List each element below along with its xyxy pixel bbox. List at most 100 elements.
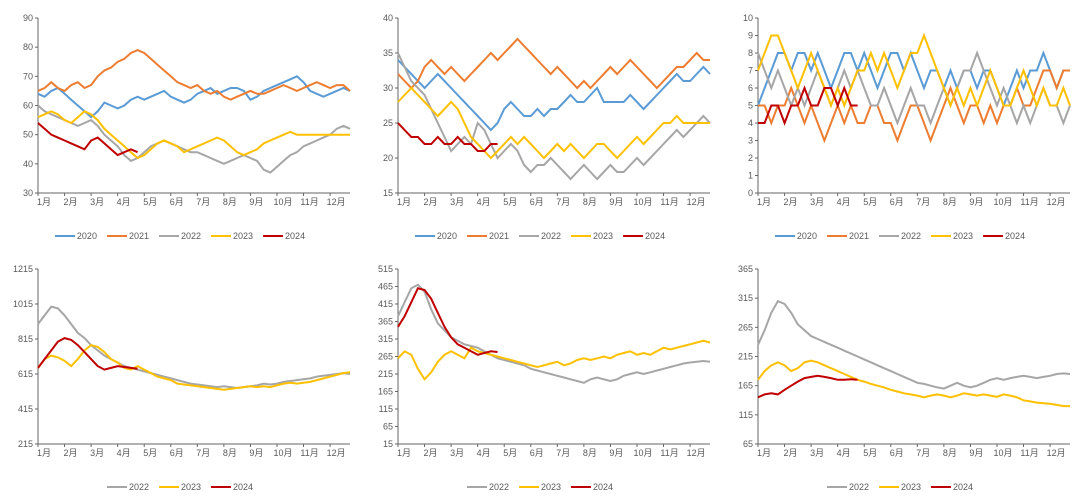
svg-text:30: 30 bbox=[383, 83, 393, 93]
svg-text:7月: 7月 bbox=[916, 197, 930, 207]
svg-text:12月: 12月 bbox=[687, 448, 706, 458]
legend-label: 2021 bbox=[849, 231, 869, 241]
legend-swatch bbox=[571, 486, 591, 488]
legend-item-2024: 2024 bbox=[571, 482, 613, 492]
legend-item-2023: 2023 bbox=[931, 231, 973, 241]
panel-4: 15651151652152653153654154655151月2月3月4月5… bbox=[362, 253, 718, 500]
svg-text:8: 8 bbox=[748, 48, 753, 58]
svg-text:6月: 6月 bbox=[530, 448, 544, 458]
legend-swatch bbox=[571, 235, 591, 237]
svg-text:40: 40 bbox=[383, 13, 393, 23]
svg-text:4: 4 bbox=[748, 118, 753, 128]
svg-text:8月: 8月 bbox=[583, 448, 597, 458]
svg-text:10月: 10月 bbox=[273, 197, 292, 207]
svg-text:3月: 3月 bbox=[810, 448, 824, 458]
svg-text:7月: 7月 bbox=[556, 197, 570, 207]
svg-text:4月: 4月 bbox=[837, 197, 851, 207]
legend-item-2023: 2023 bbox=[571, 231, 613, 241]
svg-text:11月: 11月 bbox=[300, 197, 318, 207]
legend-swatch bbox=[107, 235, 127, 237]
svg-text:5: 5 bbox=[748, 101, 753, 111]
legend-label: 2022 bbox=[901, 231, 921, 241]
svg-text:365: 365 bbox=[738, 264, 753, 274]
legend-label: 2023 bbox=[593, 231, 613, 241]
svg-text:0: 0 bbox=[748, 188, 753, 198]
legend-swatch bbox=[931, 486, 951, 488]
legend-swatch bbox=[55, 235, 75, 237]
svg-text:5月: 5月 bbox=[863, 197, 877, 207]
svg-text:4月: 4月 bbox=[117, 197, 131, 207]
svg-text:1215: 1215 bbox=[13, 264, 33, 274]
legend-label: 2022 bbox=[129, 482, 149, 492]
legend-label: 2021 bbox=[489, 231, 509, 241]
svg-text:8月: 8月 bbox=[223, 197, 237, 207]
legend-swatch bbox=[211, 486, 231, 488]
series-2022 bbox=[38, 307, 350, 388]
svg-text:6月: 6月 bbox=[170, 197, 184, 207]
svg-text:9月: 9月 bbox=[249, 448, 263, 458]
svg-text:215: 215 bbox=[18, 439, 33, 449]
series-2024 bbox=[38, 123, 138, 155]
legend-swatch bbox=[263, 235, 283, 237]
svg-text:4月: 4月 bbox=[837, 448, 851, 458]
svg-text:2月: 2月 bbox=[424, 197, 438, 207]
legend-label: 2022 bbox=[541, 231, 561, 241]
legend-label: 2024 bbox=[1005, 231, 1025, 241]
svg-text:10月: 10月 bbox=[633, 197, 652, 207]
legend-label: 2022 bbox=[849, 482, 869, 492]
svg-text:8月: 8月 bbox=[943, 197, 957, 207]
series-2022 bbox=[38, 106, 350, 173]
svg-text:115: 115 bbox=[739, 410, 753, 420]
svg-text:10月: 10月 bbox=[633, 448, 652, 458]
svg-text:265: 265 bbox=[378, 352, 393, 362]
svg-text:11月: 11月 bbox=[1020, 197, 1038, 207]
svg-text:9月: 9月 bbox=[249, 197, 263, 207]
svg-text:6: 6 bbox=[748, 83, 753, 93]
svg-text:90: 90 bbox=[23, 13, 33, 23]
legend-swatch bbox=[623, 235, 643, 237]
svg-text:25: 25 bbox=[383, 118, 393, 128]
svg-text:7月: 7月 bbox=[196, 197, 210, 207]
svg-text:11月: 11月 bbox=[660, 197, 678, 207]
legend-item-2022: 2022 bbox=[519, 231, 561, 241]
legend-item-2024: 2024 bbox=[983, 231, 1025, 241]
legend-item-2024: 2024 bbox=[931, 482, 973, 492]
svg-text:6月: 6月 bbox=[890, 448, 904, 458]
legend-item-2024: 2024 bbox=[263, 231, 305, 241]
svg-text:7月: 7月 bbox=[196, 448, 210, 458]
legend-item-2022: 2022 bbox=[159, 231, 201, 241]
legend-swatch bbox=[983, 235, 1003, 237]
svg-text:365: 365 bbox=[378, 317, 393, 327]
svg-text:7: 7 bbox=[748, 66, 753, 76]
svg-text:1: 1 bbox=[748, 171, 753, 181]
legend-label: 2020 bbox=[77, 231, 97, 241]
legend-item-2022: 2022 bbox=[827, 482, 869, 492]
svg-text:11月: 11月 bbox=[1020, 448, 1038, 458]
svg-text:215: 215 bbox=[738, 352, 753, 362]
svg-text:1015: 1015 bbox=[13, 299, 33, 309]
legend-swatch bbox=[519, 486, 539, 488]
svg-text:3月: 3月 bbox=[90, 197, 104, 207]
svg-text:9月: 9月 bbox=[609, 448, 623, 458]
legend-label: 2023 bbox=[181, 482, 201, 492]
svg-text:60: 60 bbox=[23, 101, 33, 111]
legend-swatch bbox=[159, 235, 179, 237]
panel-1: 1520253035401月2月3月4月5月6月7月8月9月10月11月12月2… bbox=[362, 2, 718, 249]
svg-text:70: 70 bbox=[23, 71, 33, 81]
svg-text:7月: 7月 bbox=[916, 448, 930, 458]
legend-swatch bbox=[415, 235, 435, 237]
svg-text:12月: 12月 bbox=[687, 197, 706, 207]
svg-text:9月: 9月 bbox=[969, 448, 983, 458]
legend-item-2023: 2023 bbox=[211, 231, 253, 241]
svg-text:40: 40 bbox=[23, 159, 33, 169]
svg-text:5月: 5月 bbox=[143, 448, 157, 458]
legend-label: 2024 bbox=[285, 231, 305, 241]
series-2023 bbox=[398, 88, 710, 158]
svg-text:6月: 6月 bbox=[530, 197, 544, 207]
legend-item-2023: 2023 bbox=[519, 482, 561, 492]
legend-label: 2023 bbox=[953, 231, 973, 241]
legend-swatch bbox=[827, 486, 847, 488]
svg-text:30: 30 bbox=[23, 188, 33, 198]
svg-text:3月: 3月 bbox=[90, 448, 104, 458]
svg-text:4月: 4月 bbox=[477, 448, 491, 458]
